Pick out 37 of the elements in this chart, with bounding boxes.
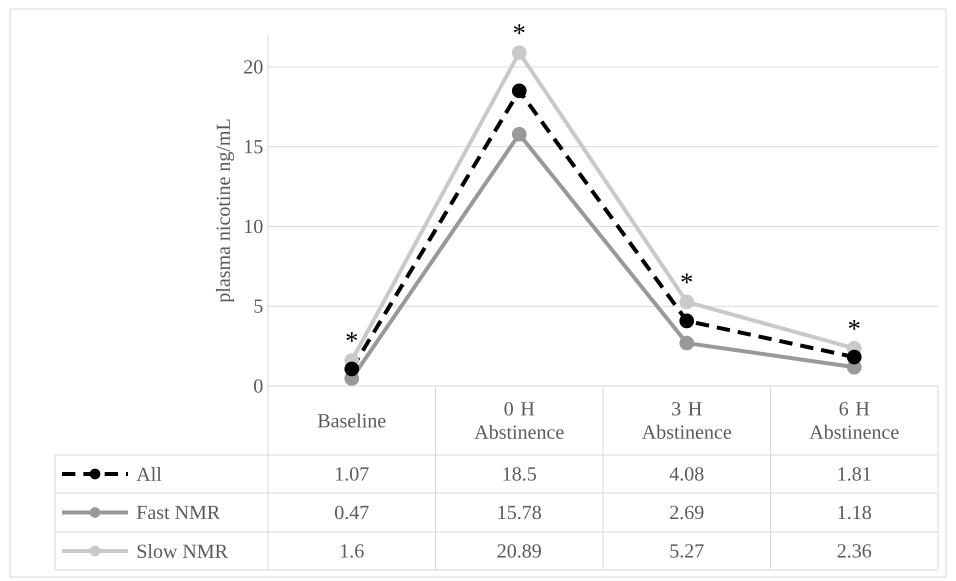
data-label: 18.5: [504, 467, 536, 481]
y-axis-title: plasma nicotine ng/mL: [216, 119, 234, 302]
point: [679, 314, 694, 328]
point: [512, 84, 527, 98]
data-label: 1.6: [341, 544, 364, 558]
x-tick-label: 0 H Abstinence: [474, 402, 564, 439]
data-label: 15.78: [498, 506, 541, 520]
data-label: 2.69: [670, 506, 704, 520]
y-tick-label: 15: [245, 140, 263, 154]
point: [344, 362, 360, 376]
x-tick-label: Baseline: [318, 413, 386, 428]
data-label: 2.36: [838, 544, 872, 558]
annotation: *: [346, 332, 358, 342]
annotation: *: [681, 274, 692, 284]
data-label: 5.27: [670, 544, 704, 558]
x-tick-label: 3 H Abstinence: [642, 402, 732, 439]
legend-label: Slow NMR: [138, 544, 228, 558]
point: [846, 350, 862, 364]
annotation: *: [848, 320, 860, 330]
point: [679, 336, 694, 350]
x-tick-label: 6 H Abstinence: [809, 402, 899, 439]
y-tick-label: 10: [245, 220, 263, 234]
y-tick-label: 20: [244, 60, 263, 74]
annotation: *: [514, 24, 525, 34]
data-label: 4.08: [670, 467, 704, 481]
data-label: 1.81: [838, 467, 871, 481]
data-label: 1.07: [336, 467, 369, 481]
data-label: 0.47: [335, 506, 369, 520]
y-tick-label: 5: [254, 300, 263, 313]
data-label: 1.18: [838, 506, 871, 520]
legend-label: Fast NMR: [136, 506, 220, 520]
point: [512, 45, 527, 60]
legend-label: All: [136, 467, 162, 481]
point: [679, 294, 694, 310]
y-tick-label: 0: [254, 379, 263, 393]
data-label: 20.89: [498, 544, 541, 558]
point: [512, 126, 527, 142]
